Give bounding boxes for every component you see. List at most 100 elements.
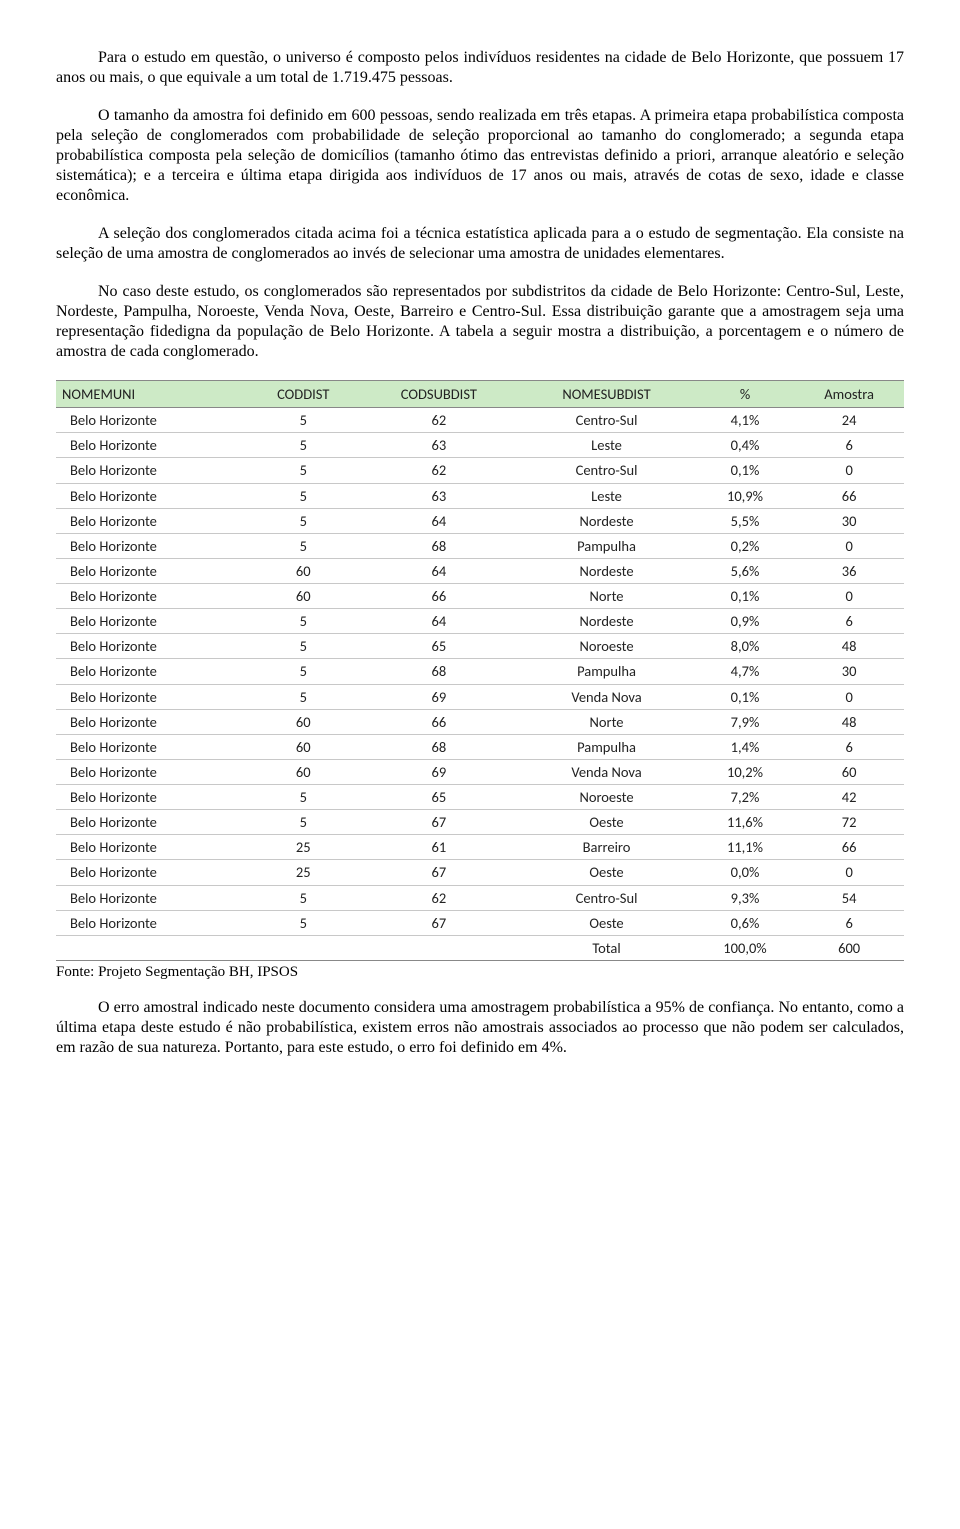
cell-muni: Belo Horizonte: [56, 508, 246, 533]
cell-pct: 0,2%: [696, 533, 795, 558]
cell-codsub: 65: [360, 634, 517, 659]
cell-nomesub: Centro-Sul: [517, 408, 695, 433]
cell-nomesub: Pampulha: [517, 533, 695, 558]
cell-muni: Belo Horizonte: [56, 810, 246, 835]
cell-nomesub: Venda Nova: [517, 684, 695, 709]
cell-pct: 4,1%: [696, 408, 795, 433]
cell-nomesub: Centro-Sul: [517, 885, 695, 910]
cell-coddist: 5: [246, 810, 360, 835]
cell-pct: 1,4%: [696, 734, 795, 759]
paragraph-3: A seleção dos conglomerados citada acima…: [56, 224, 904, 264]
cell-nomesub: Leste: [517, 433, 695, 458]
column-header-muni: NOMEMUNI: [56, 381, 246, 408]
cell-codsub: 67: [360, 910, 517, 935]
table-row: Belo Horizonte562Centro-Sul0,1%0: [56, 458, 904, 483]
cell-muni: Belo Horizonte: [56, 860, 246, 885]
sample-distribution-table: NOMEMUNICODDISTCODSUBDISTNOMESUBDIST%Amo…: [56, 380, 904, 961]
cell-amostra: 30: [794, 508, 904, 533]
cell-muni: Belo Horizonte: [56, 785, 246, 810]
cell-coddist: 5: [246, 659, 360, 684]
cell-nomesub: Norte: [517, 709, 695, 734]
cell-coddist: 5: [246, 433, 360, 458]
cell-nomesub: Pampulha: [517, 659, 695, 684]
cell-muni: Belo Horizonte: [56, 458, 246, 483]
cell-amostra: 48: [794, 634, 904, 659]
column-header-amostra: Amostra: [794, 381, 904, 408]
cell-pct: 0,1%: [696, 584, 795, 609]
cell-nomesub: Noroeste: [517, 785, 695, 810]
table-row: Belo Horizonte6068Pampulha1,4%6: [56, 734, 904, 759]
sample-distribution-table-wrap: NOMEMUNICODDISTCODSUBDISTNOMESUBDIST%Amo…: [56, 380, 904, 961]
cell-codsub: 67: [360, 810, 517, 835]
cell-muni: Belo Horizonte: [56, 609, 246, 634]
cell-nomesub: Leste: [517, 483, 695, 508]
cell-pct: 0,9%: [696, 609, 795, 634]
cell-amostra: 6: [794, 734, 904, 759]
cell-amostra: 30: [794, 659, 904, 684]
column-header-codsub: CODSUBDIST: [360, 381, 517, 408]
table-row: Belo Horizonte6066Norte0,1%0: [56, 584, 904, 609]
total-label: Total: [517, 935, 695, 960]
cell-blank: [360, 935, 517, 960]
cell-pct: 11,1%: [696, 835, 795, 860]
table-row: Belo Horizonte6069Venda Nova10,2%60: [56, 759, 904, 784]
table-row: Belo Horizonte2561Barreiro11,1%66: [56, 835, 904, 860]
cell-coddist: 5: [246, 408, 360, 433]
cell-amostra: 0: [794, 684, 904, 709]
column-header-pct: %: [696, 381, 795, 408]
paragraph-4: No caso deste estudo, os conglomerados s…: [56, 282, 904, 362]
table-row: Belo Horizonte568Pampulha0,2%0: [56, 533, 904, 558]
cell-muni: Belo Horizonte: [56, 584, 246, 609]
table-row: Belo Horizonte6064Nordeste5,6%36: [56, 558, 904, 583]
cell-coddist: 5: [246, 609, 360, 634]
cell-codsub: 68: [360, 659, 517, 684]
table-row: Belo Horizonte562Centro-Sul4,1%24: [56, 408, 904, 433]
table-header-row: NOMEMUNICODDISTCODSUBDISTNOMESUBDIST%Amo…: [56, 381, 904, 408]
cell-amostra: 0: [794, 458, 904, 483]
cell-coddist: 60: [246, 759, 360, 784]
cell-codsub: 64: [360, 558, 517, 583]
cell-pct: 5,6%: [696, 558, 795, 583]
cell-codsub: 66: [360, 709, 517, 734]
table-row: Belo Horizonte564Nordeste0,9%6: [56, 609, 904, 634]
cell-pct: 0,6%: [696, 910, 795, 935]
cell-pct: 4,7%: [696, 659, 795, 684]
cell-amostra: 60: [794, 759, 904, 784]
cell-amostra: 6: [794, 910, 904, 935]
cell-nomesub: Pampulha: [517, 734, 695, 759]
cell-codsub: 66: [360, 584, 517, 609]
cell-pct: 9,3%: [696, 885, 795, 910]
cell-pct: 10,9%: [696, 483, 795, 508]
cell-muni: Belo Horizonte: [56, 684, 246, 709]
cell-muni: Belo Horizonte: [56, 533, 246, 558]
cell-muni: Belo Horizonte: [56, 408, 246, 433]
cell-nomesub: Oeste: [517, 810, 695, 835]
cell-codsub: 68: [360, 533, 517, 558]
total-pct: 100,0%: [696, 935, 795, 960]
cell-codsub: 62: [360, 458, 517, 483]
table-row: Belo Horizonte565Noroeste8,0%48: [56, 634, 904, 659]
table-head: NOMEMUNICODDISTCODSUBDISTNOMESUBDIST%Amo…: [56, 381, 904, 408]
cell-amostra: 0: [794, 860, 904, 885]
cell-coddist: 60: [246, 584, 360, 609]
cell-codsub: 64: [360, 609, 517, 634]
paragraph-1: Para o estudo em questão, o universo é c…: [56, 48, 904, 88]
cell-pct: 0,1%: [696, 458, 795, 483]
cell-amostra: 0: [794, 533, 904, 558]
cell-amostra: 66: [794, 835, 904, 860]
cell-nomesub: Centro-Sul: [517, 458, 695, 483]
table-row: Belo Horizonte2567Oeste0,0%0: [56, 860, 904, 885]
cell-pct: 0,0%: [696, 860, 795, 885]
cell-nomesub: Nordeste: [517, 558, 695, 583]
cell-codsub: 68: [360, 734, 517, 759]
cell-amostra: 72: [794, 810, 904, 835]
cell-codsub: 69: [360, 759, 517, 784]
cell-codsub: 62: [360, 885, 517, 910]
cell-coddist: 5: [246, 885, 360, 910]
cell-coddist: 5: [246, 634, 360, 659]
cell-codsub: 61: [360, 835, 517, 860]
cell-muni: Belo Horizonte: [56, 433, 246, 458]
table-row: Belo Horizonte567Oeste0,6%6: [56, 910, 904, 935]
cell-pct: 0,4%: [696, 433, 795, 458]
table-row: Belo Horizonte564Nordeste5,5%30: [56, 508, 904, 533]
